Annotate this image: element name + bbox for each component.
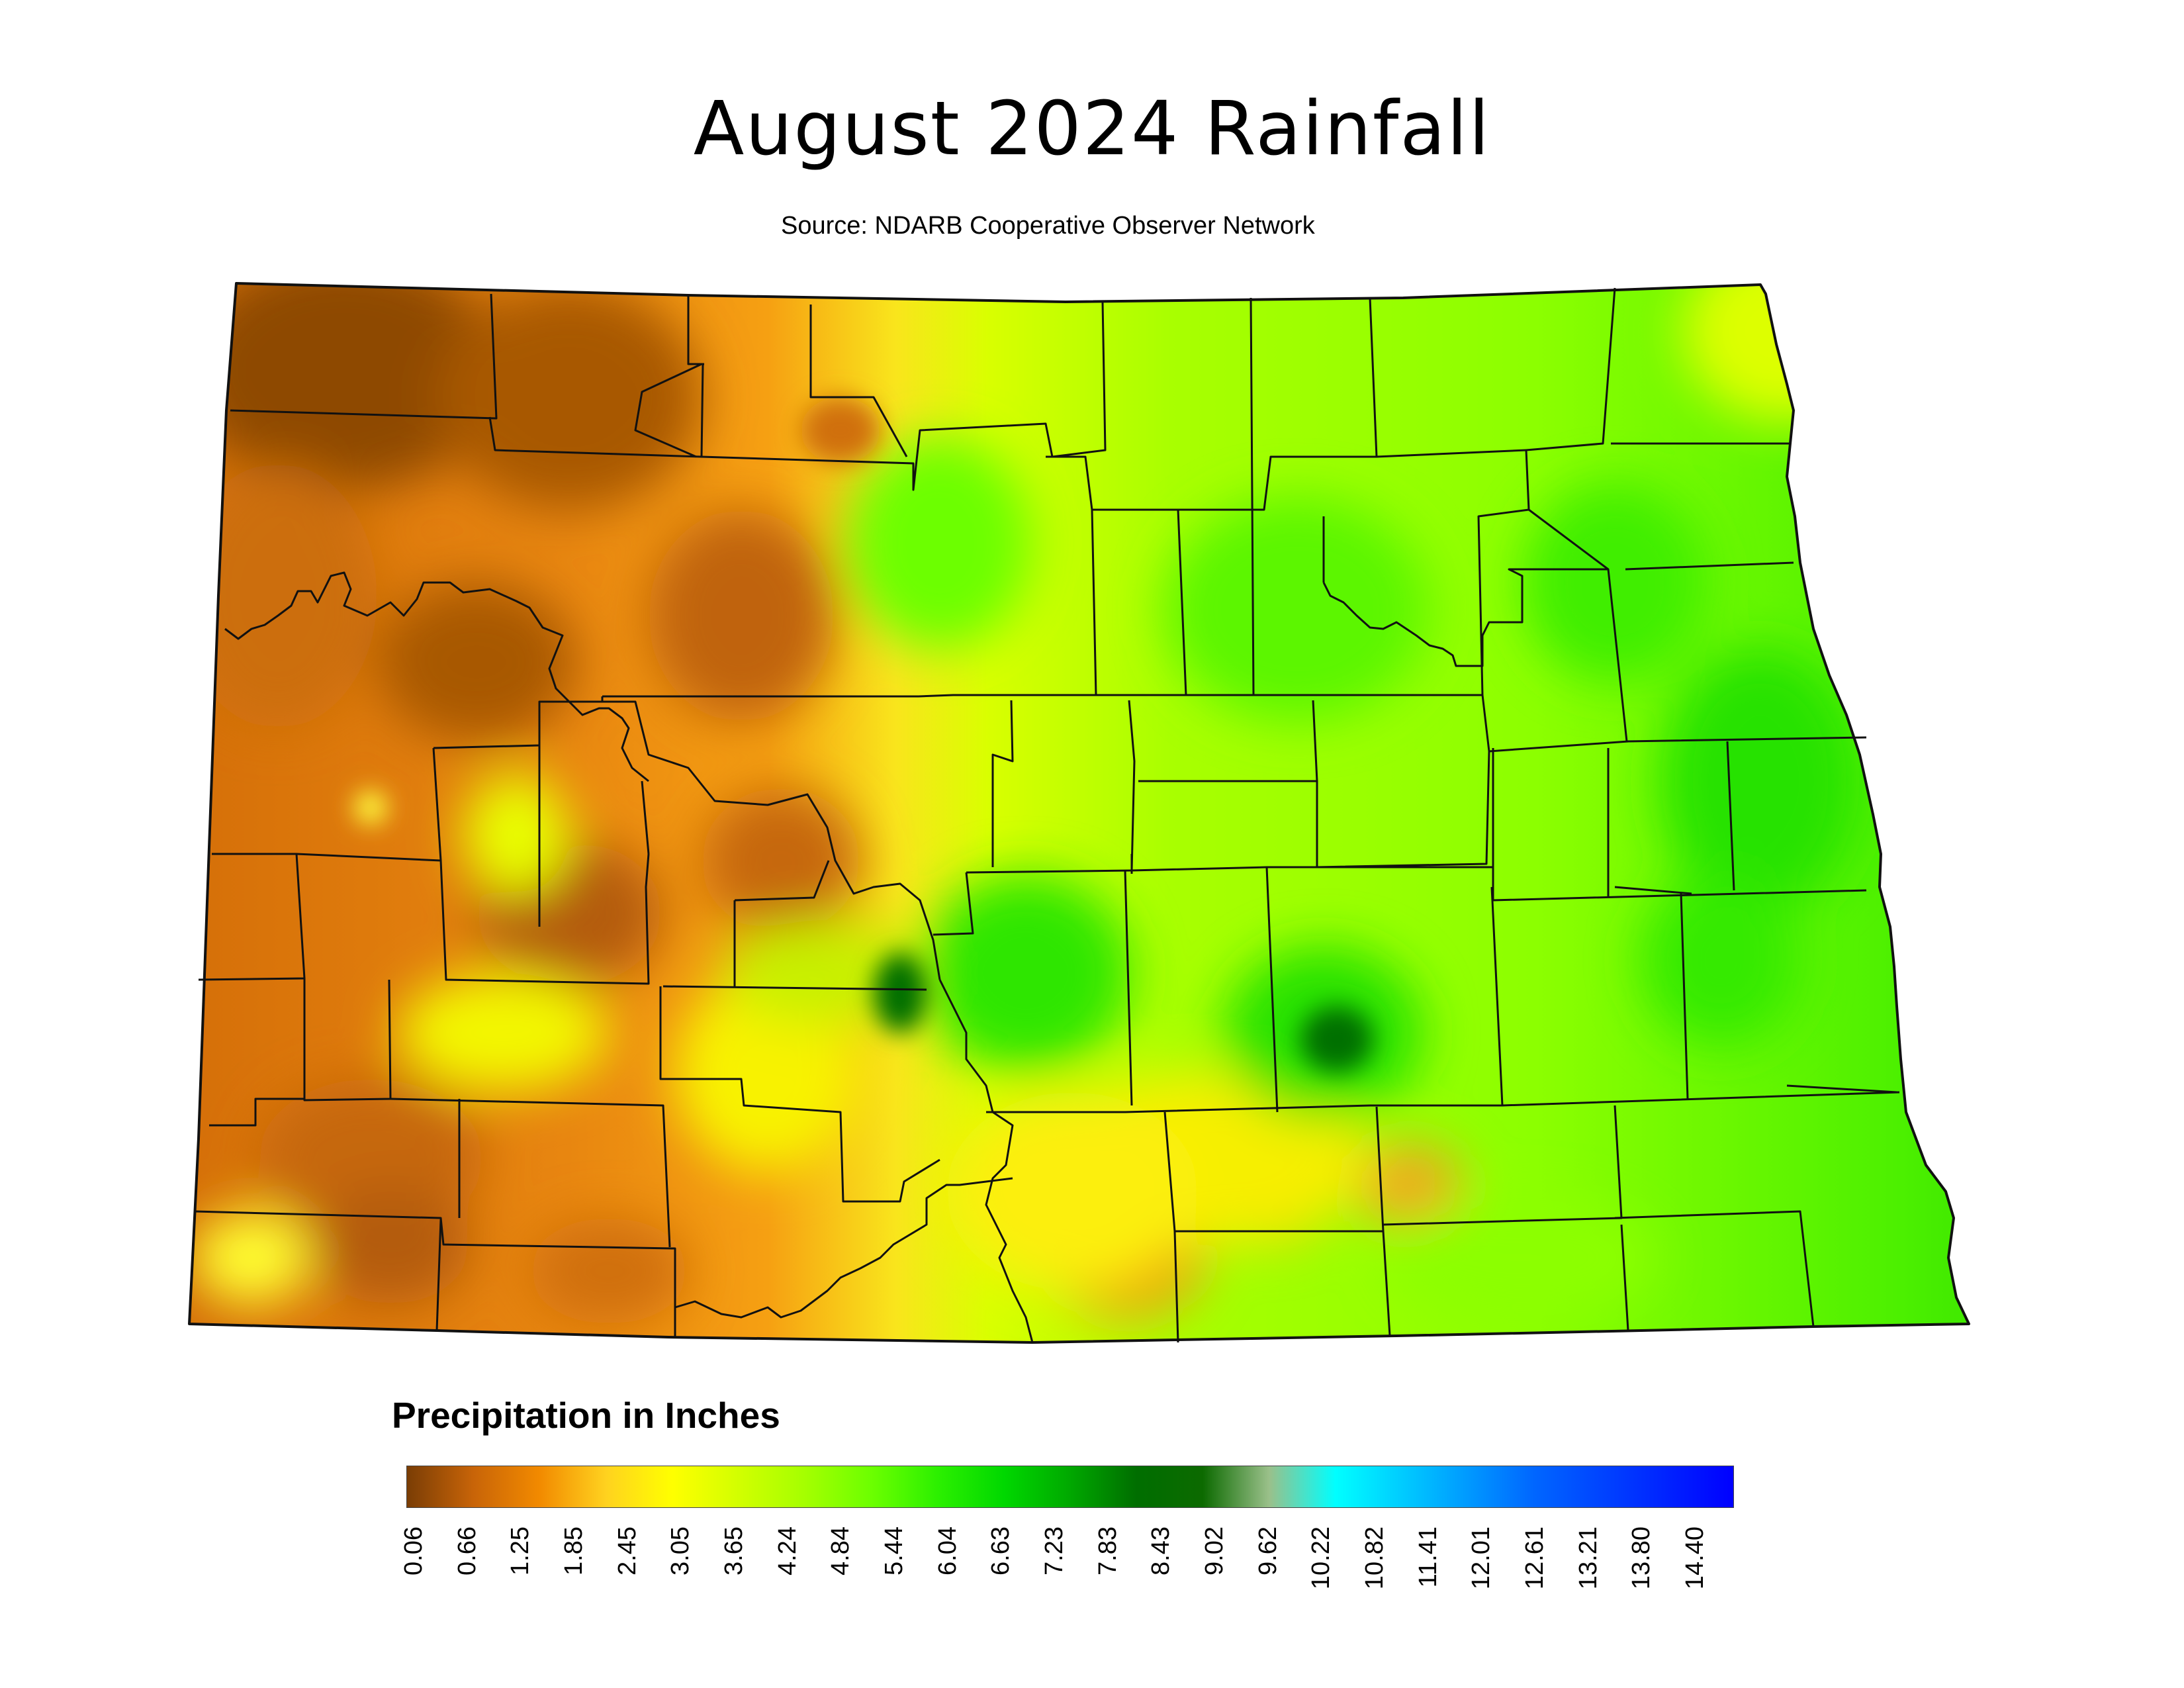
legend-tick-label: 4.24 [773, 1526, 801, 1575]
county-boundaries [188, 282, 1970, 1344]
legend-tick-label: 10.22 [1307, 1526, 1336, 1590]
legend-tick-label: 14.40 [1681, 1526, 1709, 1590]
legend-tick-label: 1.85 [560, 1526, 588, 1575]
legend-tick-label: 8.43 [1147, 1526, 1175, 1575]
legend-tick-label: 12.61 [1521, 1526, 1549, 1590]
legend-tick-label: 6.63 [987, 1526, 1015, 1575]
legend-title: Precipitation in Inches [392, 1395, 780, 1436]
legend-tick-label: 13.21 [1574, 1526, 1602, 1590]
legend-tick-label: 7.83 [1093, 1526, 1122, 1575]
legend-tick-label: 3.65 [720, 1526, 748, 1575]
legend-tick-label: 9.02 [1201, 1526, 1228, 1575]
legend-tick-label: 9.62 [1253, 1526, 1282, 1575]
legend-tick-label: 10.82 [1361, 1526, 1388, 1590]
legend-tick-label: 7.23 [1040, 1526, 1068, 1575]
legend-tick-label: 2.45 [613, 1526, 641, 1575]
map-subtitle: Source: NDARB Cooperative Observer Netwo… [781, 212, 1315, 240]
legend-tick-label: 4.84 [827, 1526, 855, 1575]
legend-tick-label: 12.01 [1467, 1526, 1496, 1590]
legend-tick-label: 6.04 [933, 1526, 962, 1575]
legend-tick-label: 1.25 [506, 1526, 535, 1575]
legend-tick-label: 0.06 [400, 1526, 428, 1575]
map-title: August 2024 Rainfall [693, 86, 1491, 172]
legend-tick-label: 13.80 [1627, 1526, 1656, 1590]
legend-tick-label: 5.44 [880, 1526, 908, 1575]
legend-tick-label: 3.05 [666, 1526, 695, 1575]
legend-tick-label: 11.41 [1414, 1526, 1442, 1588]
legend-tick-label: 0.66 [453, 1526, 481, 1575]
legend-colorbar [406, 1466, 1734, 1508]
